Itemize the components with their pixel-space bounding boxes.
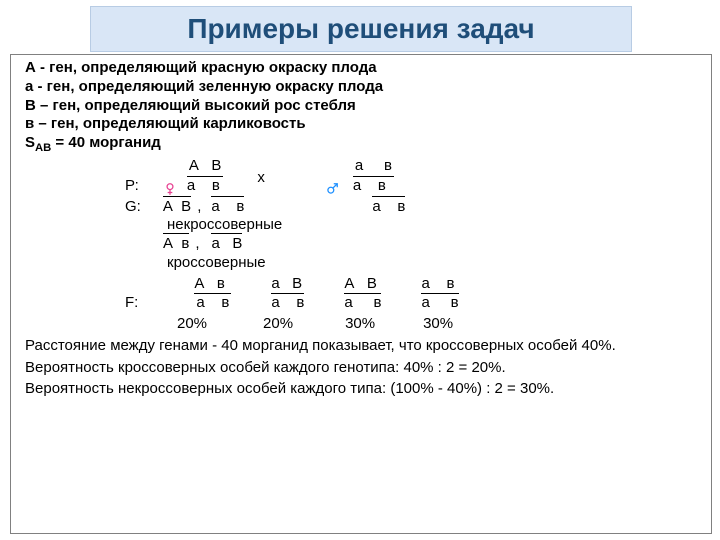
slide: Примеры решения задач А - ген, определяю… <box>0 0 720 540</box>
sab-rest: = 40 морганид <box>51 134 161 151</box>
male-top: а в <box>353 157 394 177</box>
label-f: F: <box>125 294 138 313</box>
sab-sub: АВ <box>35 142 51 154</box>
para-cross-prob: Вероятность кроссоверных особей каждого … <box>25 359 697 378</box>
label-g: G: <box>125 198 141 217</box>
slide-title: Примеры решения задач <box>187 13 534 45</box>
f-geno-1: А в а в <box>194 275 231 314</box>
female-icon <box>163 182 177 196</box>
noncross-label: некроссоверные <box>25 216 697 235</box>
pct-4: 30% <box>423 315 453 334</box>
f-geno-4: а в а в <box>421 275 458 314</box>
female-bot: а в <box>187 177 224 196</box>
p-row: Р: А В а в х а в а в <box>25 157 697 196</box>
f3-bot: а в <box>344 293 381 313</box>
cross-x: х <box>257 169 265 188</box>
g-row-cross: А в , а В <box>25 235 697 254</box>
female-top: А В <box>187 157 224 177</box>
f4-bot: а в <box>421 293 458 313</box>
f3-top: А В <box>344 275 381 294</box>
male-icon <box>325 182 339 196</box>
cross-block: Р: А В а в х а в а в <box>25 157 697 334</box>
g-cross-1: А в <box>163 235 189 254</box>
female-genotype: А В а в <box>187 157 224 196</box>
cross-label: кроссоверные <box>25 254 697 273</box>
f1-top: А в <box>194 275 231 294</box>
male-bot: а в <box>353 177 394 196</box>
f4-top: а в <box>421 275 458 294</box>
pct-3: 30% <box>345 315 375 334</box>
def-sab: SАВ = 40 морганид <box>25 134 697 155</box>
f-geno-2: а В а в <box>271 275 304 314</box>
f2-top: а В <box>271 275 304 294</box>
label-p: Р: <box>125 177 139 196</box>
para-distance: Расстояние между генами - 40 морганид по… <box>25 337 697 356</box>
g-noncross-1: А В <box>163 198 191 217</box>
def-gene-a: а - ген, определяющий зеленную окраску п… <box>25 78 697 97</box>
pct-2: 20% <box>263 315 293 334</box>
def-gene-A: А - ген, определяющий красную окраску пл… <box>25 59 697 78</box>
para-noncross-prob: Вероятность некроссоверных особей каждог… <box>25 380 697 399</box>
g-comma-2: , <box>195 235 199 254</box>
pct-1: 20% <box>177 315 207 334</box>
def-gene-b: в – ген, определяющий карликовость <box>25 115 697 134</box>
f1-bot: а в <box>194 293 231 313</box>
g-noncross-2: а в <box>211 198 244 217</box>
male-genotype: а в а в <box>353 157 394 196</box>
f-row: F: А в а в а В а в А В а в <box>25 275 697 314</box>
percent-row: 20% 20% 30% 30% <box>25 315 697 334</box>
g-cross-2: а В <box>211 235 242 254</box>
g-comma-1: , <box>197 198 201 217</box>
g-male: а в <box>372 198 405 217</box>
g-row-noncross: G: А В , а в а в <box>25 198 697 217</box>
f2-bot: а в <box>271 293 304 313</box>
sab-S: S <box>25 134 35 151</box>
content-box: А - ген, определяющий красную окраску пл… <box>10 54 712 534</box>
f-geno-3: А В а в <box>344 275 381 314</box>
title-bar: Примеры решения задач <box>90 6 632 52</box>
def-gene-B: В – ген, определяющий высокий рос стебля <box>25 97 697 116</box>
